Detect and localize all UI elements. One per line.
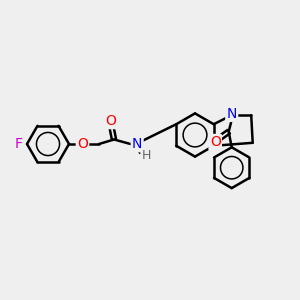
Text: O: O (210, 135, 220, 149)
Text: O: O (106, 114, 116, 128)
Text: N: N (226, 107, 237, 121)
Text: O: O (77, 137, 88, 151)
Text: N: N (132, 137, 142, 151)
Text: H: H (142, 149, 151, 163)
Text: F: F (14, 137, 22, 151)
